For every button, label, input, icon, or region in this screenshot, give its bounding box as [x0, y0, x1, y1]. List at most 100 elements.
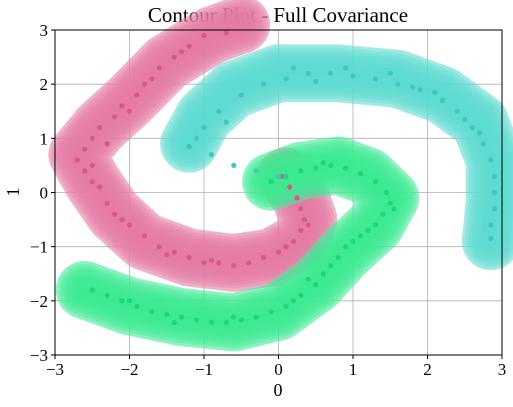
contour-line — [72, 20, 313, 268]
contour-level — [74, 22, 311, 266]
scatter-point — [126, 222, 133, 228]
scatter-point — [305, 276, 311, 282]
scatter-point — [208, 152, 215, 158]
scatter-point — [231, 263, 237, 269]
scatter-point — [298, 168, 304, 174]
scatter-point — [141, 81, 147, 87]
y-axis-label: 1 — [3, 188, 23, 197]
scatter-point — [82, 168, 88, 174]
scatter-point — [156, 65, 162, 71]
scatter-point — [313, 78, 319, 85]
scatter-point — [357, 170, 363, 177]
scatter-point — [268, 309, 274, 315]
scatter-point — [89, 287, 95, 293]
scatter-point — [298, 292, 304, 298]
scatter-point — [141, 233, 147, 239]
scatter-point — [328, 263, 334, 269]
scatter-point — [238, 317, 244, 323]
scatter-point — [231, 314, 237, 320]
contour-band-1 — [48, 0, 338, 292]
scatter-point — [290, 65, 296, 71]
scatter-point — [343, 65, 349, 71]
scatter-point — [488, 222, 494, 228]
scatter-point — [439, 97, 445, 103]
scatter-point — [492, 206, 498, 212]
scatter-point — [417, 87, 423, 93]
x-tick-label: −3 — [46, 360, 64, 379]
scatter-point — [112, 114, 118, 120]
y-tick-label: 2 — [40, 75, 49, 94]
y-tick-label: −1 — [30, 238, 48, 257]
scatter-point — [294, 195, 300, 201]
scatter-point — [223, 30, 229, 36]
scatter-point — [387, 70, 393, 76]
scatter-point — [275, 249, 282, 255]
scatter-point — [328, 162, 334, 168]
x-tick-label: 2 — [423, 360, 432, 379]
contour-line — [63, 11, 322, 277]
scatter-point — [201, 32, 207, 39]
scatter-point — [365, 227, 371, 233]
contour-bands — [48, 0, 513, 352]
scatter-point — [290, 298, 296, 304]
scatter-point — [372, 179, 378, 185]
scatter-point — [383, 189, 390, 196]
scatter-point — [454, 108, 460, 114]
scatter-point — [480, 141, 486, 147]
scatter-point — [104, 200, 110, 206]
scatter-point — [298, 206, 304, 212]
x-tick-label: −1 — [195, 360, 213, 379]
x-tick-label: 1 — [349, 360, 358, 379]
scatter-point — [328, 70, 334, 76]
contour-level — [57, 4, 329, 283]
contour-level — [60, 7, 326, 280]
scatter-point — [395, 81, 401, 87]
scatter-point — [305, 70, 311, 76]
contour-line — [66, 14, 319, 274]
scatter-point — [186, 143, 192, 150]
scatter-point — [343, 244, 349, 250]
scatter-point — [186, 43, 192, 49]
scatter-point — [208, 319, 215, 326]
x-axis-label: 0 — [274, 380, 283, 400]
contour-line — [75, 22, 311, 265]
scatter-point — [193, 317, 200, 323]
x-tick-label: 0 — [274, 360, 283, 379]
contour-level — [51, 0, 335, 289]
scatter-point — [89, 135, 95, 141]
scatter-point — [82, 146, 88, 152]
scatter-point — [432, 89, 438, 95]
scatter-point — [335, 254, 341, 261]
scatter-point — [387, 200, 393, 206]
y-tick-label: 3 — [40, 21, 49, 40]
scatter-point — [134, 303, 140, 309]
y-tick-label: 1 — [40, 129, 49, 148]
scatter-point — [287, 184, 293, 190]
scatter-point — [149, 309, 155, 315]
scatter-point — [302, 217, 308, 223]
scatter-point — [469, 124, 475, 131]
scatter-point — [186, 254, 192, 261]
contour-line — [51, 0, 334, 289]
scatter-point — [208, 257, 215, 263]
scatter-point — [112, 211, 118, 217]
scatter-point — [283, 244, 289, 250]
contour-level — [54, 1, 332, 286]
scatter-point — [238, 92, 244, 98]
scatter-point — [410, 84, 416, 90]
contour-level — [72, 19, 314, 268]
scatter-point — [357, 233, 363, 239]
contour-line — [69, 17, 316, 271]
data-points — [74, 30, 498, 326]
scatter-point — [104, 292, 110, 298]
scatter-point — [380, 211, 386, 217]
scatter-point — [320, 160, 326, 166]
scatter-point — [350, 238, 356, 244]
y-tick-label: 0 — [40, 184, 49, 203]
scatter-point — [290, 238, 296, 244]
scatter-point — [283, 173, 289, 179]
scatter-point — [261, 254, 267, 261]
scatter-point — [164, 252, 170, 258]
scatter-point — [164, 311, 170, 317]
scatter-point — [305, 222, 311, 228]
